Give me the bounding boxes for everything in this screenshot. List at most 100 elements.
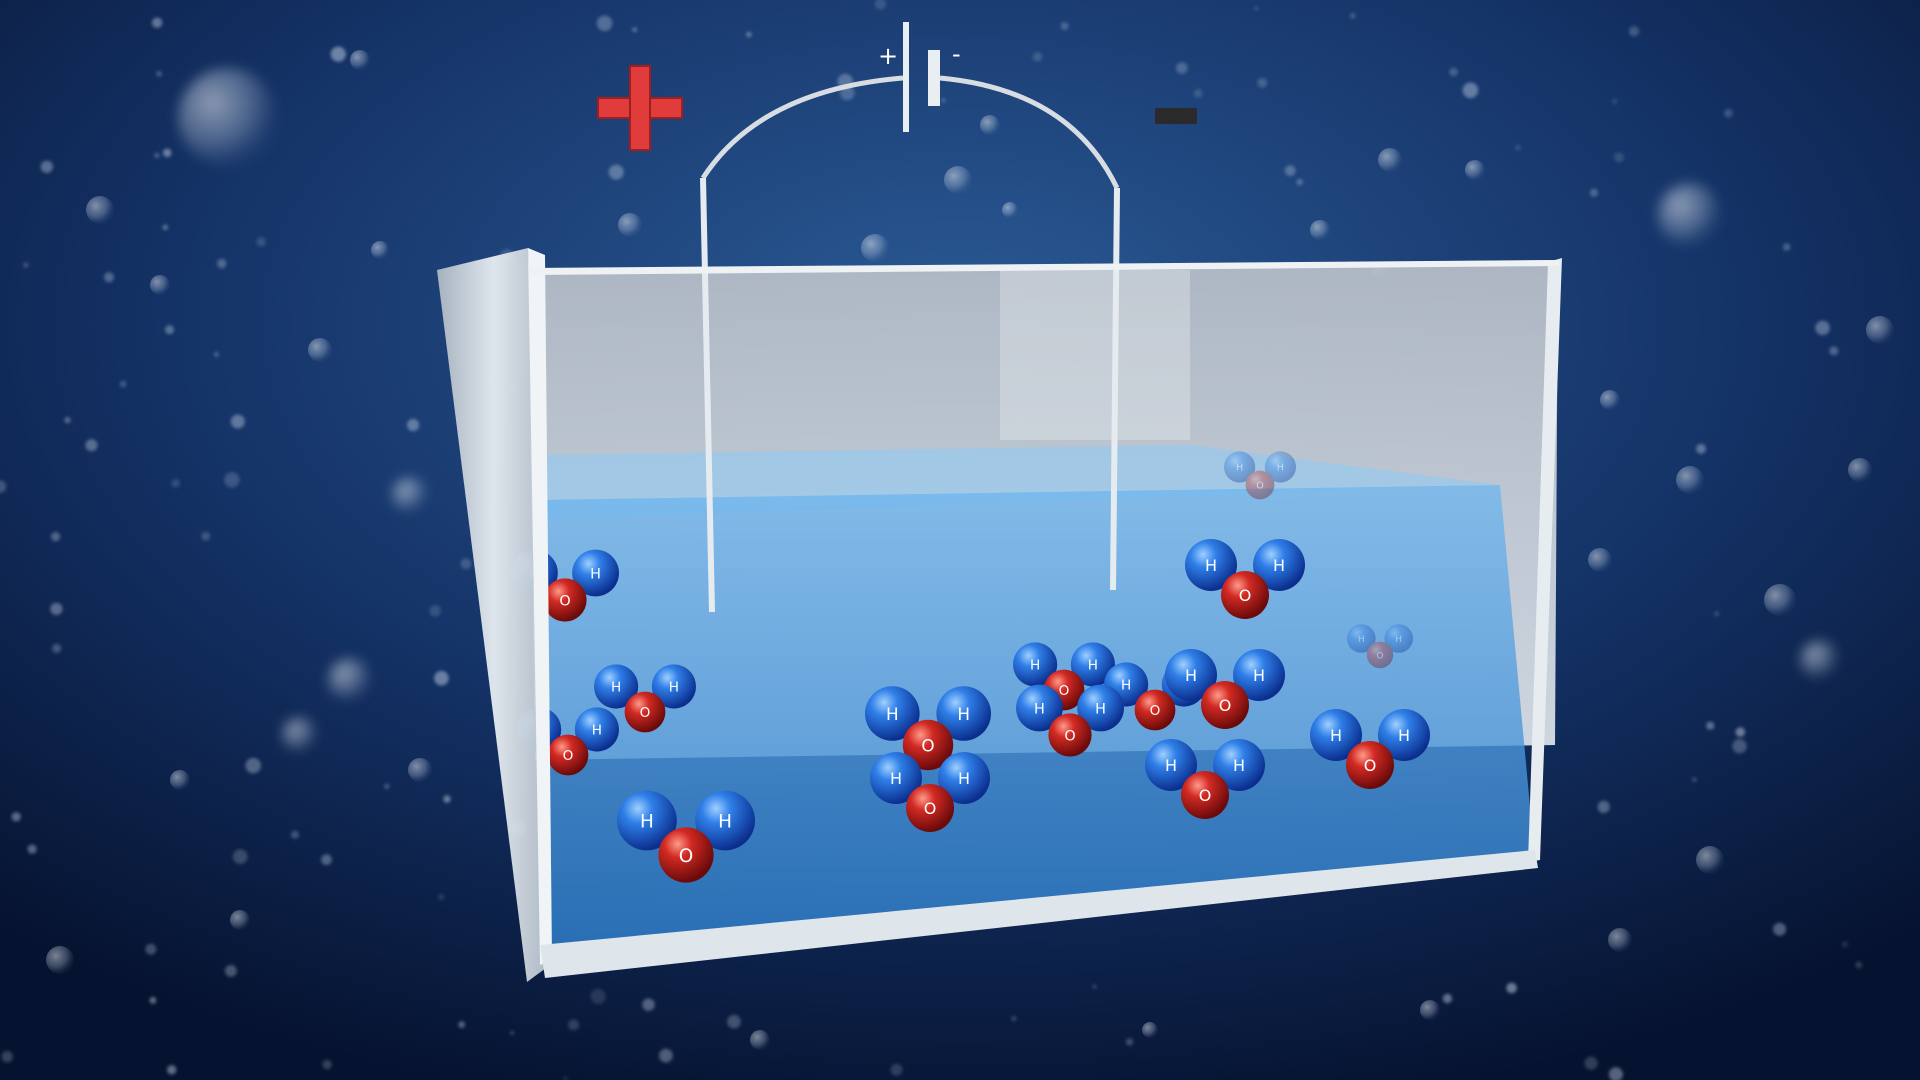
oxygen-atom (658, 827, 714, 883)
hydrogen-label: H (1034, 701, 1045, 717)
background-bubble (104, 272, 114, 283)
electrode-wiring (700, 75, 1120, 613)
background-bubble (330, 46, 346, 62)
hydrogen-label: H (1330, 726, 1342, 745)
battery-icon: + - (878, 22, 961, 132)
hydrogen-atom (617, 790, 677, 851)
hydrogen-label: H (890, 769, 902, 788)
hydrogen-label: H (886, 704, 899, 724)
hydrogen-label: H (1253, 666, 1265, 685)
background-bubble (434, 670, 449, 686)
background-bubble (1310, 220, 1330, 240)
hydrogen-label: H (1205, 556, 1217, 575)
background-bubble (1628, 26, 1640, 37)
background-bubble (167, 1065, 177, 1075)
background-bubble (1658, 183, 1722, 247)
background-bubble (944, 166, 972, 194)
hydrogen-label: H (1398, 726, 1410, 745)
background-bubble (1002, 202, 1018, 218)
background-bubble (1142, 1022, 1158, 1038)
background-bubble (52, 643, 62, 654)
background-bubble (46, 946, 74, 974)
background-bubble (371, 241, 389, 259)
plus-sign-icon (597, 65, 683, 151)
background-bubble (1706, 721, 1715, 730)
tank-back-wall-reflection (1000, 270, 1190, 440)
background-bubble (213, 351, 219, 357)
tank-bottom-edge (540, 850, 1538, 978)
background-bubble (64, 417, 71, 424)
battery-positive-plate (903, 22, 909, 132)
background-bubble (11, 812, 21, 822)
background-bubble (85, 439, 98, 452)
background-bubble (1600, 390, 1620, 410)
background-bubble (224, 964, 237, 977)
background-bubble (384, 783, 390, 789)
oxygen-label: O (924, 799, 937, 818)
hydrogen-atom (865, 686, 920, 741)
hydrogen-atom (1013, 642, 1058, 687)
background-bubble (1584, 1056, 1598, 1070)
hydrogen-label: H (718, 811, 732, 832)
background-bubble (1060, 22, 1069, 30)
background-bubble (596, 15, 613, 32)
hydrogen-label: H (1165, 756, 1177, 775)
background-bubble (1696, 443, 1706, 454)
background-bubble (1589, 188, 1599, 197)
oxygen-atom (1346, 741, 1394, 789)
background-bubble (1696, 846, 1724, 874)
hydrogen-label: H (1236, 463, 1243, 474)
hydrogen-atom (572, 549, 619, 597)
background-bubble (201, 531, 211, 541)
background-bubble (1676, 466, 1704, 494)
background-bubble (27, 844, 37, 854)
background-bubble (245, 757, 261, 774)
background-bubble (1284, 165, 1296, 177)
hydrogen-label: H (1121, 678, 1131, 694)
background-bubble (230, 910, 250, 930)
background-bubble (217, 258, 227, 269)
oxygen-label: O (1199, 786, 1212, 805)
background-bubble (1032, 52, 1043, 62)
background-bubble (460, 558, 472, 570)
background-bubble (861, 234, 889, 262)
hydrogen-atom (1378, 709, 1430, 761)
background-bubble (941, 98, 946, 103)
hydrogen-label: H (1095, 701, 1106, 717)
hydrogen-label: H (1030, 658, 1040, 674)
hydrogen-atom (594, 664, 639, 709)
tank-front-edge-left (528, 248, 552, 965)
background-bubble (1608, 928, 1632, 952)
hydrogen-atom (1077, 684, 1124, 732)
background-bubble (150, 275, 170, 295)
background-bubble (1732, 738, 1747, 754)
background-bubble (23, 262, 29, 268)
background-bubble (1254, 6, 1259, 11)
background-bubble (608, 164, 624, 180)
hydrogen-atom (938, 752, 990, 804)
hydrogen-atom (1233, 649, 1285, 701)
background-bubble (0, 480, 7, 493)
background-bubble (1800, 640, 1840, 680)
background-bubble (568, 1019, 580, 1031)
background-bubble (563, 1076, 568, 1080)
hydrogen-label: H (611, 680, 621, 696)
background-bubble (1614, 152, 1624, 163)
oxygen-label: O (1377, 651, 1384, 661)
background-bubble (164, 325, 175, 335)
background-bubble (1125, 1038, 1134, 1046)
oxygen-label: O (559, 593, 570, 609)
background-bubble (232, 849, 248, 865)
background-bubble (1611, 98, 1618, 105)
background-bubble (750, 1030, 770, 1050)
background-bubble (328, 658, 372, 702)
water-molecule-icon: HHO (517, 707, 620, 776)
